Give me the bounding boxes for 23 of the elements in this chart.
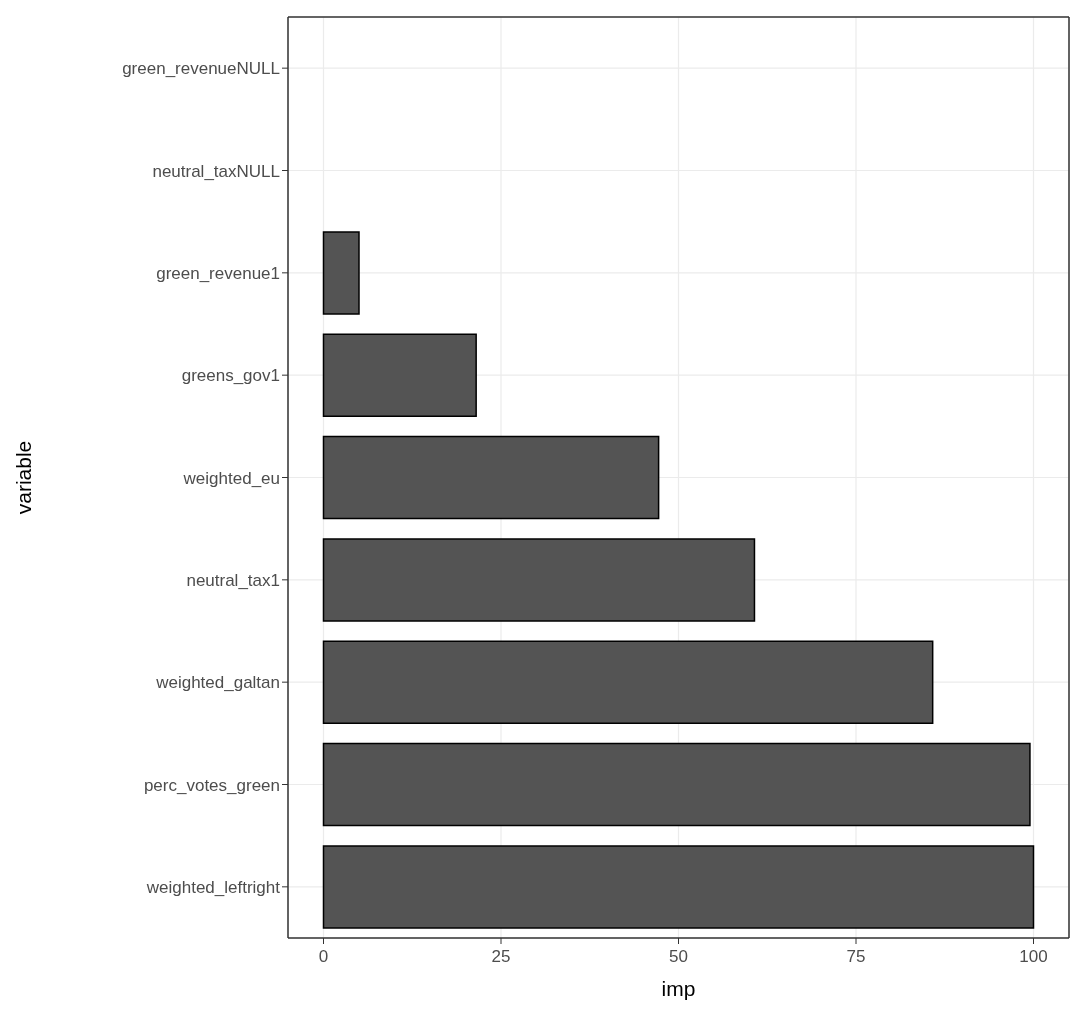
bar — [322, 640, 934, 724]
y-tick-label: perc_votes_green — [143, 775, 280, 795]
bar — [322, 538, 756, 622]
y-tick-label: weighted_leftright — [145, 877, 281, 897]
x-tick-label: 100 — [1019, 947, 1048, 967]
y-tick-label: green_revenue1 — [156, 263, 280, 283]
x-tick-label: 0 — [318, 947, 329, 967]
bar — [322, 742, 1031, 827]
x-tick-label: 75 — [846, 947, 866, 967]
y-tick-label: weighted_eu — [182, 468, 280, 488]
bar — [322, 333, 477, 417]
bar — [322, 435, 660, 520]
y-tick-label: neutral_taxNULL — [152, 161, 280, 181]
bar — [322, 231, 360, 315]
bar — [322, 845, 1035, 929]
x-axis-title: imp — [661, 977, 696, 1000]
y-axis-title: variable — [12, 440, 36, 515]
x-tick-label: 25 — [491, 947, 511, 967]
y-tick-label: neutral_tax1 — [186, 570, 280, 590]
x-tick-label: 50 — [669, 947, 688, 967]
y-tick-label: greens_gov1 — [181, 366, 280, 386]
y-tick-label: green_revenueNULL — [122, 59, 280, 79]
y-tick-label: weighted_galtan — [155, 673, 280, 693]
